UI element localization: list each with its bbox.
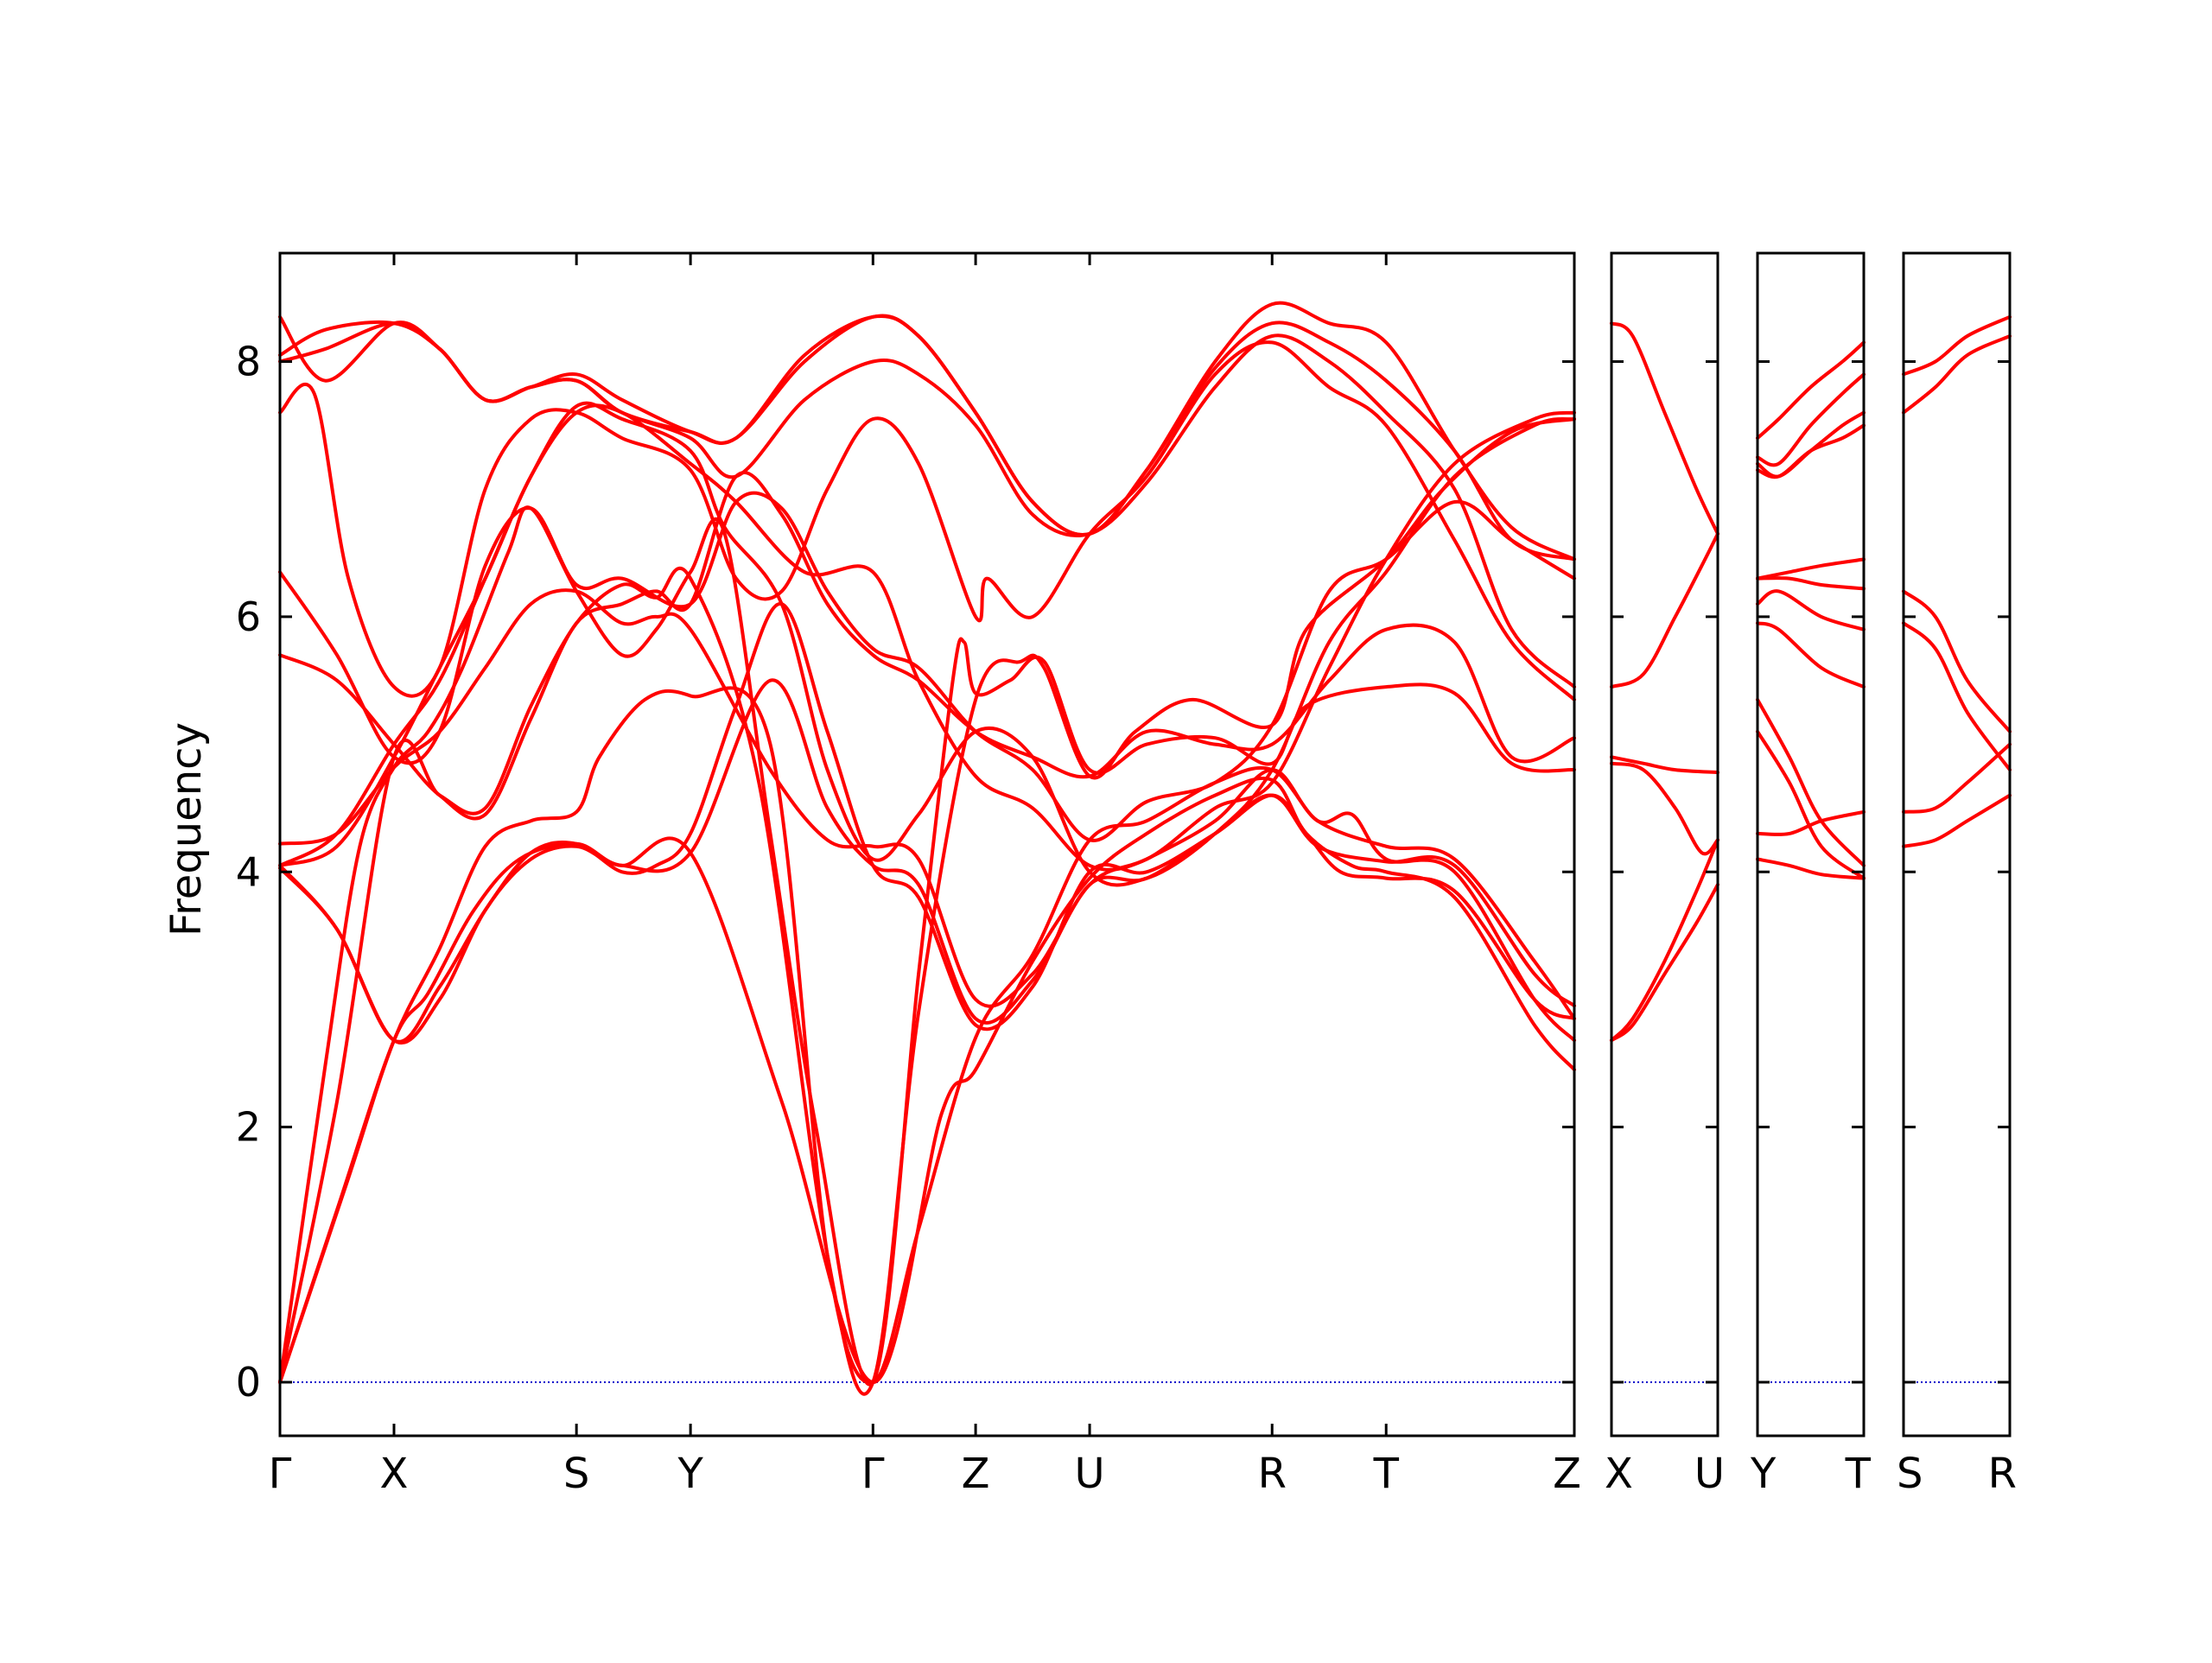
band-line xyxy=(1756,621,1866,689)
x-tick-label: U xyxy=(1075,1450,1105,1498)
x-tick-label: S xyxy=(563,1450,589,1498)
band-line xyxy=(1756,729,1866,880)
band-line xyxy=(278,401,1576,887)
x-tick-label: Z xyxy=(1553,1450,1581,1498)
y-axis-label: Frequency xyxy=(162,722,211,936)
panel-frame xyxy=(1902,251,2012,1438)
x-tick-label: S xyxy=(1897,1450,1923,1498)
band-line xyxy=(278,588,1576,1021)
band-line xyxy=(1756,340,1866,441)
y-tick-label: 8 xyxy=(236,339,261,385)
band-line xyxy=(1902,793,2012,848)
x-tick-label: Y xyxy=(1750,1450,1777,1498)
band-line xyxy=(1756,697,1866,867)
band-line xyxy=(1902,742,2012,814)
band-line xyxy=(1756,372,1866,467)
panel-frame xyxy=(278,251,1576,1438)
band-line xyxy=(278,340,1576,701)
band-lines xyxy=(278,301,2012,1396)
y-tick-label: 4 xyxy=(236,848,261,895)
band-line xyxy=(278,776,1576,1385)
band-line xyxy=(1610,883,1719,1043)
band-line xyxy=(278,505,1576,1387)
x-tick-label: U xyxy=(1694,1450,1725,1498)
band-line xyxy=(1610,321,1719,536)
x-tick-label: R xyxy=(1988,1450,2017,1498)
band-line xyxy=(278,602,1576,1044)
band-line xyxy=(278,678,1576,1044)
band-line xyxy=(1902,621,2012,772)
band-line xyxy=(1756,576,1866,591)
y-tick-label: 2 xyxy=(236,1104,261,1151)
band-line xyxy=(278,471,1576,821)
band-line xyxy=(1756,809,1866,836)
panel-frame xyxy=(1756,251,1866,1438)
band-line xyxy=(1902,314,2012,377)
band-line xyxy=(1610,838,1719,1043)
x-tick-label: T xyxy=(1373,1450,1400,1498)
band-line xyxy=(1756,589,1866,632)
x-tick-label: T xyxy=(1845,1450,1872,1498)
panel-frame xyxy=(1610,251,1719,1438)
band-line xyxy=(1756,557,1866,581)
x-tick-label: Y xyxy=(677,1450,703,1498)
x-tick-label: X xyxy=(380,1450,409,1498)
y-tick-label: 6 xyxy=(236,593,261,640)
band-line xyxy=(1610,755,1719,775)
y-tick-label: 0 xyxy=(236,1359,261,1406)
band-line xyxy=(278,301,1576,562)
x-tick-label: Γ xyxy=(861,1450,885,1498)
x-tick-label: Z xyxy=(962,1450,990,1498)
x-tick-label: Γ xyxy=(269,1450,292,1498)
band-line xyxy=(1610,761,1719,856)
band-line xyxy=(1902,334,2012,415)
band-line xyxy=(1902,589,2012,733)
band-line xyxy=(1756,857,1866,880)
x-tick-label: R xyxy=(1258,1450,1287,1498)
x-tick-label: X xyxy=(1605,1450,1633,1498)
band-line xyxy=(278,686,1576,1385)
band-line xyxy=(278,491,1576,842)
band-line xyxy=(1756,423,1866,479)
band-line xyxy=(1610,531,1719,689)
